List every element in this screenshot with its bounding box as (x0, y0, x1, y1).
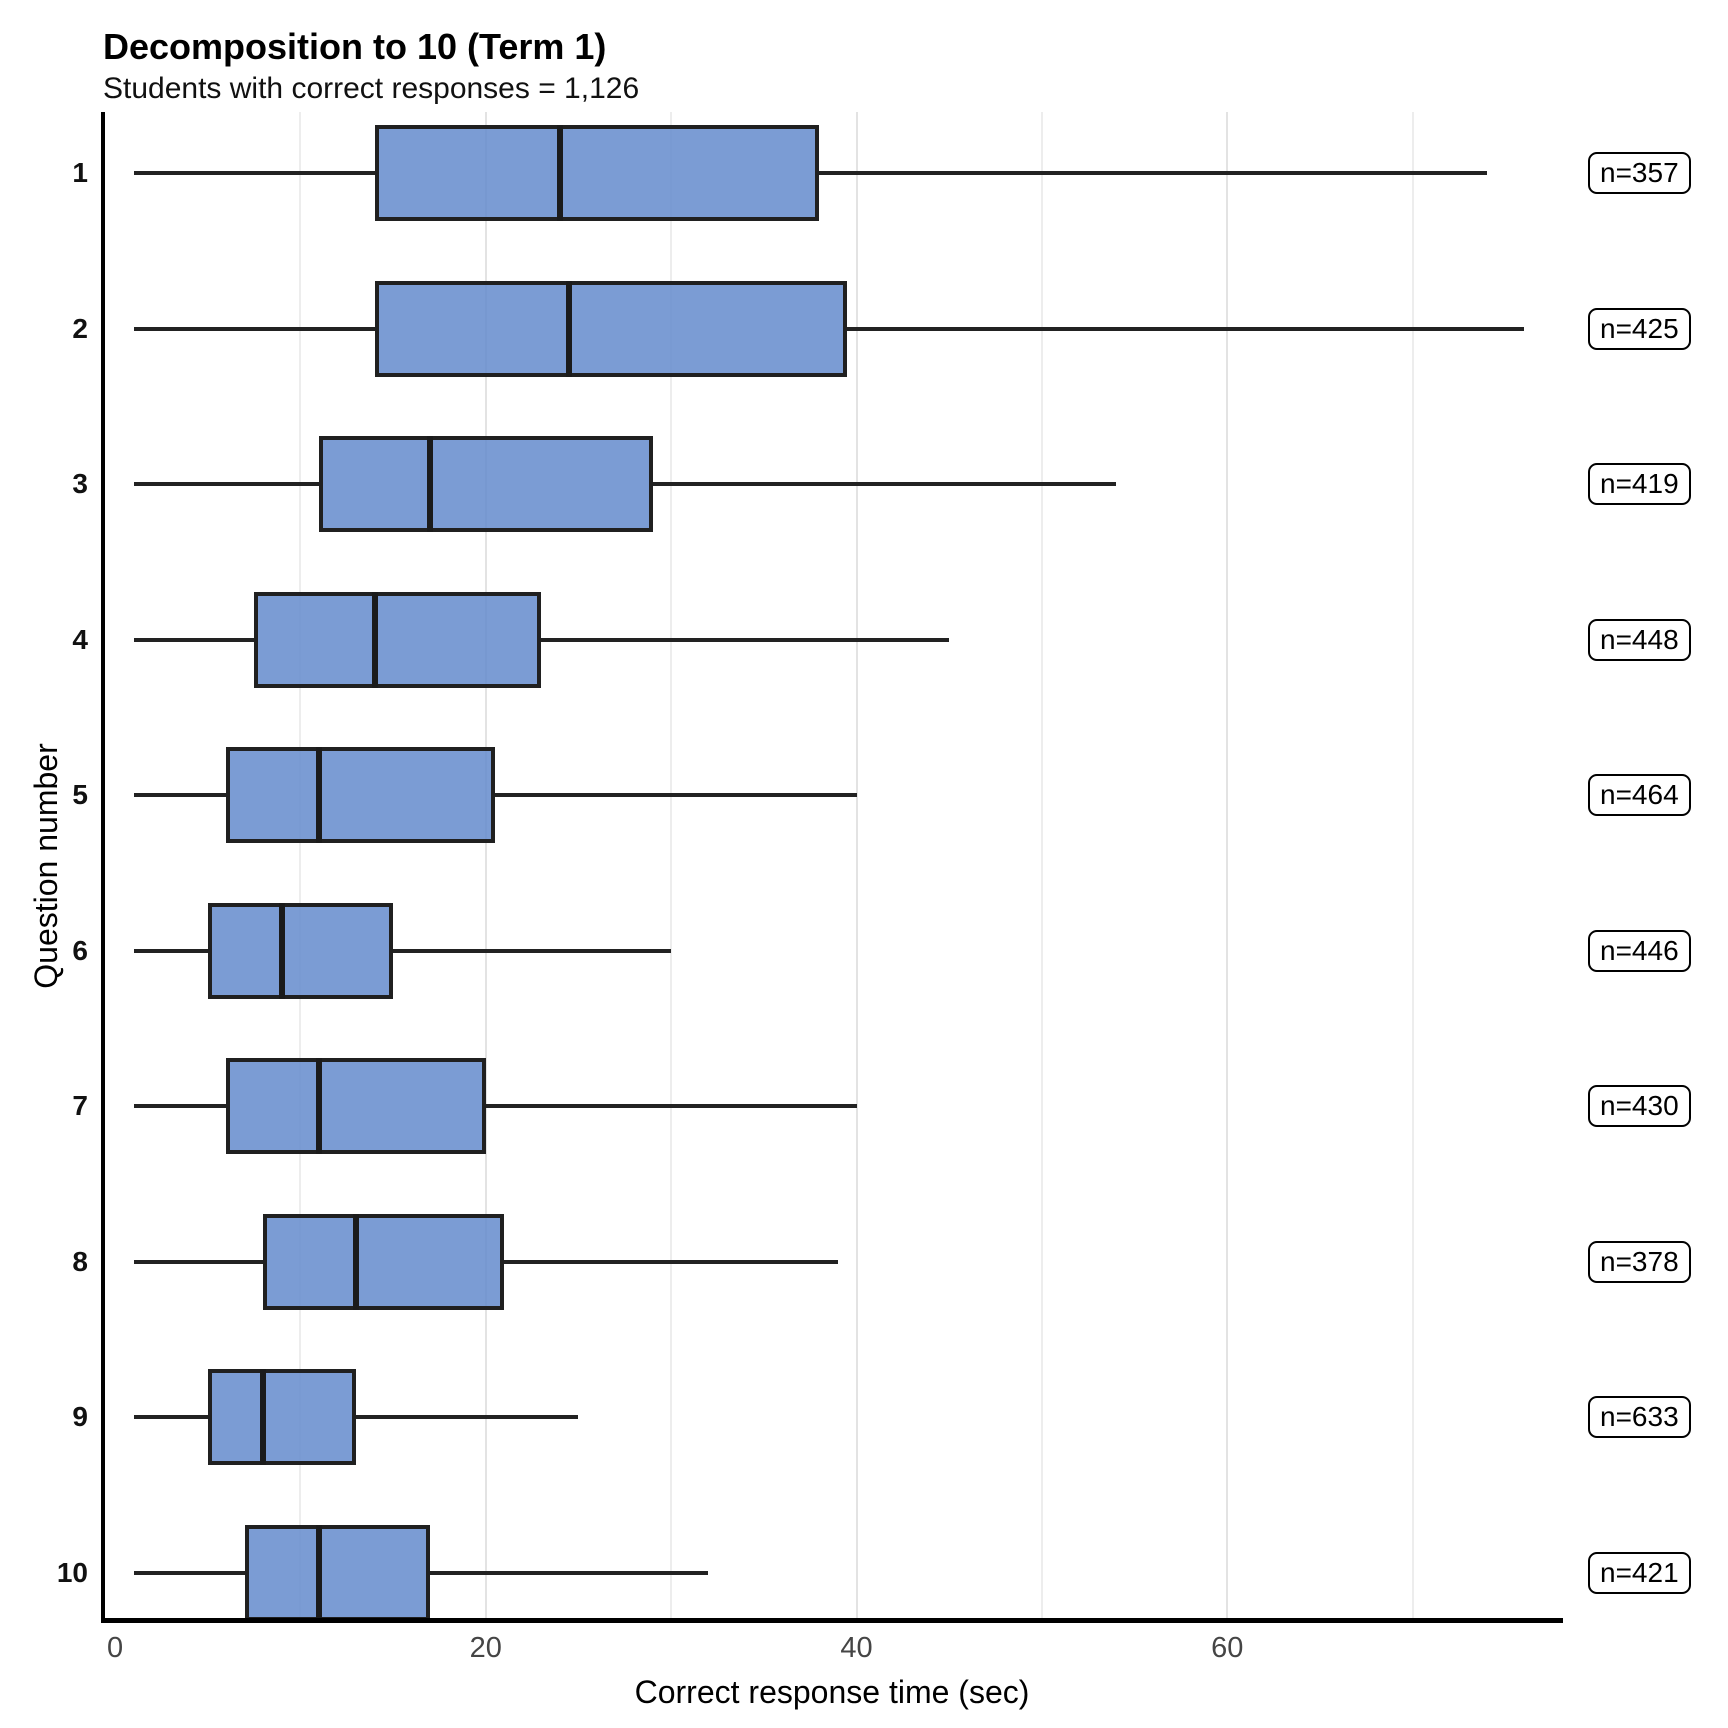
iqr-box (207, 1369, 357, 1465)
x-tick-label: 0 (106, 1632, 124, 1664)
whisker-upper (495, 793, 857, 797)
whisker-lower (133, 1570, 245, 1575)
iqr-box (244, 1524, 431, 1621)
median-line (315, 747, 322, 843)
iqr-box (226, 747, 496, 843)
iqr-box (207, 902, 394, 999)
whisker-upper (652, 482, 1117, 486)
x-tick-label: 60 (1211, 1632, 1244, 1664)
sample-size-label: n=464 (1588, 774, 1691, 816)
y-axis-title: Question number (28, 743, 64, 989)
sample-size-label: n=425 (1588, 307, 1691, 350)
x-tick-label: 40 (840, 1632, 873, 1664)
sample-size-label: n=633 (1588, 1396, 1691, 1438)
y-axis-line (101, 112, 105, 1623)
whisker-upper (485, 1104, 857, 1108)
major-gridline (1226, 112, 1229, 1620)
whisker-upper (504, 1259, 839, 1264)
whisker-upper (819, 171, 1487, 175)
x-axis-title: Correct response time (sec) (634, 1674, 1030, 1710)
y-tick-label: 10 (56, 1556, 88, 1588)
whisker-upper (393, 948, 672, 953)
whisker-lower (133, 1104, 227, 1108)
whisker-lower (133, 326, 375, 331)
iqr-box (263, 1213, 505, 1310)
whisker-upper (356, 1415, 579, 1419)
y-tick-label: 5 (72, 779, 88, 810)
chart-title: Decomposition to 10 (Term 1) (103, 26, 607, 67)
median-line (315, 1524, 322, 1621)
whisker-lower (133, 482, 319, 486)
median-line (371, 591, 378, 688)
whisker-lower (133, 171, 375, 175)
y-tick-label: 3 (72, 468, 88, 499)
median-line (315, 1058, 322, 1154)
whisker-lower (133, 1415, 208, 1419)
iqr-box (318, 436, 653, 532)
whisker-upper (541, 637, 950, 642)
iqr-box (374, 280, 848, 377)
sample-size-label: n=378 (1588, 1240, 1691, 1283)
chart-subtitle: Students with correct responses = 1,126 (103, 72, 640, 105)
x-axis-line (101, 1618, 1563, 1623)
median-line (260, 1369, 267, 1465)
median-line (353, 1213, 360, 1310)
major-gridline (484, 112, 487, 1620)
whisker-lower (133, 948, 208, 953)
minor-gridline (299, 112, 302, 1620)
minor-gridline (1411, 112, 1414, 1620)
y-tick-label: 1 (72, 157, 88, 188)
median-line (566, 280, 573, 377)
sample-size-label: n=446 (1588, 929, 1691, 972)
whisker-upper (430, 1570, 709, 1575)
y-tick-label: 9 (72, 1401, 88, 1432)
iqr-box (374, 125, 820, 221)
iqr-box (254, 591, 542, 688)
whisker-lower (133, 793, 227, 797)
median-line (556, 125, 563, 221)
sample-size-label: n=448 (1588, 618, 1691, 661)
whisker-upper (847, 326, 1524, 331)
y-tick-label: 6 (72, 934, 88, 966)
whisker-lower (133, 1259, 264, 1264)
minor-gridline (670, 112, 673, 1620)
median-line (427, 436, 434, 532)
iqr-box (226, 1058, 486, 1154)
y-tick-label: 7 (72, 1090, 88, 1121)
y-tick-label: 2 (72, 312, 88, 344)
sample-size-label: n=419 (1588, 463, 1691, 505)
sample-size-label: n=430 (1588, 1085, 1691, 1127)
whisker-lower (133, 637, 255, 642)
minor-gridline (1040, 112, 1043, 1620)
sample-size-label: n=357 (1588, 152, 1691, 194)
y-tick-label: 4 (72, 623, 88, 655)
x-tick-label: 20 (469, 1632, 502, 1664)
major-gridline (855, 112, 858, 1620)
median-line (278, 902, 285, 999)
sample-size-label: n=421 (1588, 1551, 1691, 1594)
y-tick-label: 8 (72, 1245, 88, 1277)
